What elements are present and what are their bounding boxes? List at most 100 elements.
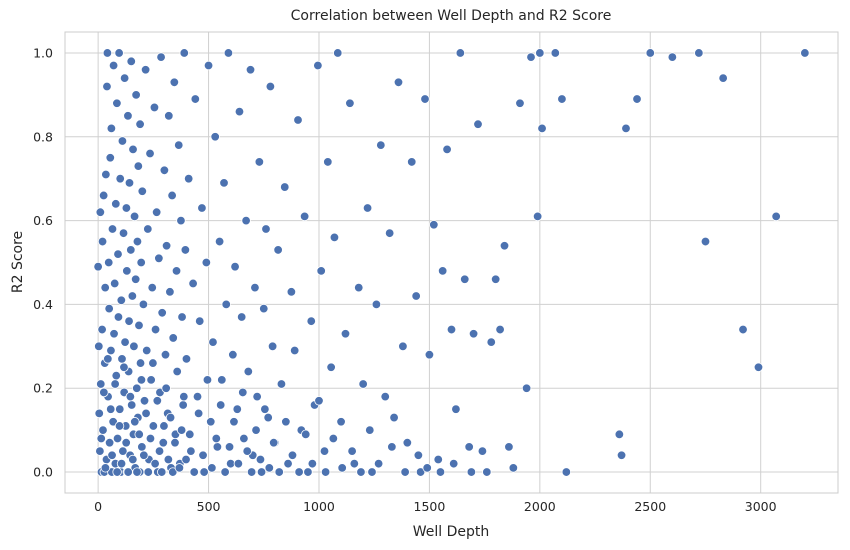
data-point bbox=[171, 266, 182, 276]
data-point bbox=[306, 316, 316, 326]
data-point bbox=[107, 224, 118, 234]
data-point bbox=[236, 312, 247, 322]
data-point bbox=[113, 312, 124, 322]
data-point bbox=[130, 417, 140, 427]
y-tick-label: 0.4 bbox=[33, 297, 53, 312]
data-point bbox=[126, 400, 137, 410]
data-point bbox=[146, 375, 156, 385]
data-point bbox=[101, 169, 111, 180]
data-point bbox=[221, 299, 231, 310]
data-point bbox=[299, 211, 310, 222]
data-point bbox=[464, 442, 474, 452]
data-point bbox=[219, 178, 229, 188]
data-point bbox=[276, 379, 287, 389]
data-point bbox=[402, 438, 413, 448]
data-point bbox=[152, 396, 163, 406]
data-point bbox=[161, 383, 171, 393]
data-point bbox=[263, 412, 273, 423]
data-point bbox=[621, 123, 631, 134]
data-point bbox=[251, 425, 261, 435]
data-point bbox=[114, 48, 124, 58]
data-point bbox=[294, 467, 304, 477]
data-point bbox=[112, 467, 122, 477]
data-point bbox=[274, 467, 284, 477]
data-point bbox=[207, 463, 217, 473]
data-point bbox=[242, 446, 252, 456]
data-point bbox=[136, 375, 147, 385]
data-point bbox=[280, 182, 290, 192]
data-point bbox=[532, 211, 543, 222]
y-tick-label: 1.0 bbox=[33, 45, 53, 60]
x-tick-label: 2500 bbox=[634, 499, 666, 514]
data-point bbox=[165, 287, 175, 297]
data-point bbox=[106, 123, 117, 134]
data-point bbox=[700, 236, 711, 247]
data-point bbox=[195, 316, 205, 326]
data-point bbox=[178, 400, 188, 410]
data-point bbox=[234, 106, 245, 117]
data-point bbox=[168, 467, 178, 477]
data-point bbox=[323, 157, 333, 167]
data-point bbox=[718, 73, 728, 83]
data-point bbox=[265, 81, 276, 92]
data-point bbox=[210, 132, 220, 142]
data-point bbox=[133, 161, 144, 171]
data-point bbox=[104, 438, 115, 448]
data-point bbox=[137, 442, 147, 452]
data-point bbox=[103, 354, 113, 364]
data-point bbox=[95, 446, 105, 456]
data-point bbox=[117, 136, 128, 146]
data-point bbox=[148, 358, 158, 368]
data-point bbox=[468, 329, 479, 339]
data-point bbox=[109, 329, 119, 339]
data-point bbox=[738, 324, 748, 335]
data-point bbox=[150, 458, 160, 469]
data-point bbox=[102, 81, 112, 92]
data-point bbox=[616, 450, 627, 460]
data-point bbox=[198, 450, 208, 460]
data-point bbox=[449, 458, 459, 469]
data-point bbox=[203, 60, 214, 71]
data-point bbox=[238, 387, 248, 398]
data-point bbox=[281, 417, 291, 427]
data-point bbox=[141, 408, 151, 419]
data-point bbox=[192, 391, 203, 402]
data-point bbox=[232, 404, 242, 414]
x-tick-label: 500 bbox=[197, 499, 221, 514]
data-point bbox=[526, 52, 536, 62]
data-point bbox=[122, 266, 132, 276]
data-point bbox=[212, 442, 223, 452]
data-point bbox=[233, 458, 244, 469]
data-point bbox=[93, 261, 103, 272]
data-point bbox=[329, 232, 340, 243]
data-point bbox=[771, 211, 781, 222]
data-point bbox=[225, 458, 236, 469]
data-point bbox=[208, 337, 218, 347]
data-point bbox=[180, 245, 191, 255]
data-point bbox=[99, 387, 109, 398]
data-point bbox=[139, 396, 150, 406]
data-point bbox=[95, 207, 106, 217]
plot-frame bbox=[64, 31, 839, 494]
data-point bbox=[252, 391, 262, 402]
data-point bbox=[223, 48, 234, 58]
data-point bbox=[437, 266, 448, 276]
x-tick-label: 0 bbox=[94, 499, 102, 514]
y-tick-label: 0.2 bbox=[33, 381, 53, 396]
y-axis-label: R2 Score bbox=[10, 231, 26, 293]
data-point bbox=[415, 467, 426, 477]
data-point bbox=[389, 412, 399, 423]
data-point bbox=[362, 203, 373, 213]
data-point bbox=[473, 119, 483, 129]
data-point bbox=[143, 467, 153, 477]
data-point bbox=[147, 282, 157, 293]
x-tick-label: 1500 bbox=[414, 499, 446, 514]
data-point bbox=[137, 186, 148, 196]
data-point bbox=[138, 299, 149, 310]
data-point bbox=[143, 224, 153, 234]
data-point bbox=[120, 337, 130, 347]
data-point bbox=[119, 362, 129, 372]
data-point bbox=[393, 77, 404, 87]
data-point bbox=[199, 467, 209, 477]
